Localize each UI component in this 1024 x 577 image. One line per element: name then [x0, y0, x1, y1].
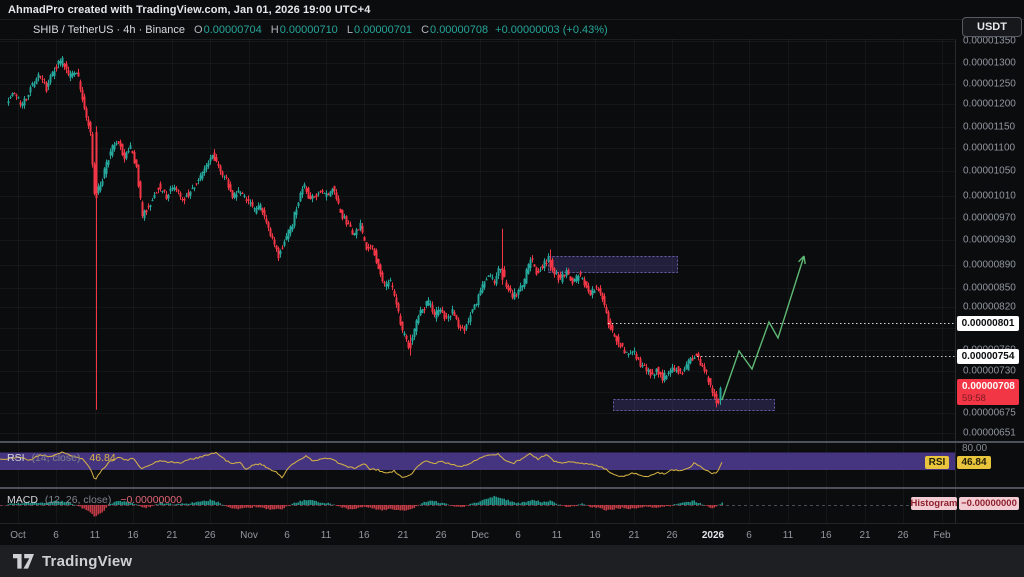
attribution-text: AhmadPro created with TradingView.com, J… — [8, 3, 371, 16]
close-value: 0.00000708 — [430, 23, 489, 36]
price-tick-label: 0.00001300 — [963, 57, 1016, 69]
rsi-axis-badge: RSI — [925, 456, 949, 469]
price-level-flag-801: 0.00000801 — [957, 316, 1019, 331]
time-tick-label: 16 — [589, 530, 601, 541]
price-tick-label: 0.00000651 — [963, 427, 1016, 439]
price-tick-label: 0.00001010 — [963, 190, 1016, 202]
time-tick-label: 26 — [204, 530, 216, 541]
macd-title: MACD — [7, 494, 38, 506]
time-tick-label: 6 — [53, 530, 59, 541]
time-tick-label: 16 — [820, 530, 832, 541]
time-tick-label: 6 — [746, 530, 752, 541]
rsi-title: RSI — [7, 452, 25, 464]
price-level-flag-754-text: 0.00000754 — [961, 351, 1015, 362]
time-scale[interactable]: Oct 6 11 16 21 26 Nov 6 11 16 21 26 Dec 6 11 16 21 26 2026… — [0, 523, 1024, 546]
rsi-value: 46.84 — [89, 452, 116, 464]
symbol-title[interactable]: SHIB / TetherUS · 4h · Binance — [33, 23, 186, 36]
tradingview-brand-text[interactable]: TradingView — [42, 552, 133, 570]
price-chart-canvas[interactable] — [0, 0, 955, 545]
price-tick-label: 0.00000850 — [963, 282, 1016, 294]
high-label: H — [270, 23, 279, 36]
attribution-bar: AhmadPro created with TradingView.com, J… — [0, 0, 1024, 20]
price-tick-label: 0.00000820 — [963, 301, 1016, 313]
time-tick-label: 11 — [551, 530, 563, 541]
time-tick-label: 11 — [320, 530, 332, 541]
rsi-value-badge-text: 46.84 — [961, 457, 987, 468]
time-tick-label: 16 — [358, 530, 370, 541]
rsi-upper-bound-label: 80.00 — [962, 443, 988, 454]
macd-params: (12, 26, close) — [44, 494, 112, 506]
pane-separator-macd[interactable] — [0, 487, 1024, 489]
close-label: C — [421, 23, 430, 36]
price-level-flag-754: 0.00000754 — [957, 349, 1019, 364]
time-tick-label: 26 — [435, 530, 447, 541]
time-tick-label: 6 — [284, 530, 290, 541]
pane-separator-rsi[interactable] — [0, 441, 1024, 443]
rsi-params: (14, close) — [31, 452, 81, 464]
time-tick-label: 21 — [397, 530, 409, 541]
low-value: 0.00000701 — [353, 23, 413, 36]
open-value: 0.00000704 — [203, 23, 262, 36]
price-tick-label: 0.00000730 — [963, 365, 1016, 377]
time-tick-label: 6 — [515, 530, 521, 541]
macd-value: −0.00000000 — [120, 494, 182, 506]
macd-histogram-badge-text: Histogram — [910, 498, 958, 509]
time-tick-label: Oct — [10, 530, 26, 541]
symbol-legend[interactable]: SHIB / TetherUS · 4h · Binance O 0.00000… — [0, 20, 954, 40]
price-tick-label: 0.00001200 — [963, 98, 1016, 110]
macd-histogram-badge: Histogram — [910, 497, 958, 510]
price-tick-label: 0.00001350 — [963, 35, 1016, 47]
price-tick-label: 0.00000970 — [963, 212, 1016, 224]
last-price-flag: 0.00000708 59:58 — [957, 379, 1019, 405]
price-tick-label: 0.00000930 — [963, 234, 1016, 246]
time-tick-label: 21 — [859, 530, 871, 541]
time-tick-label: 2026 — [701, 530, 725, 541]
rsi-axis-badge-text: RSI — [928, 457, 946, 468]
macd-value-badge-text: −0.00000000 — [961, 498, 1017, 509]
time-tick-label: 26 — [666, 530, 678, 541]
currency-toggle-button[interactable]: USDT — [962, 17, 1022, 37]
time-tick-label: 16 — [127, 530, 139, 541]
rsi-legend[interactable]: RSI (14, close) 46.84 — [7, 452, 116, 464]
bar-countdown: 59:58 — [962, 392, 986, 404]
price-tick-label: 0.00001100 — [963, 142, 1016, 154]
time-tick-label: 11 — [89, 530, 101, 541]
time-tick-label: 11 — [782, 530, 794, 541]
time-tick-label: Nov — [240, 530, 258, 541]
price-tick-label: 0.00001250 — [963, 78, 1016, 90]
macd-value-badge: −0.00000000 — [959, 497, 1019, 510]
price-tick-label: 0.00001150 — [963, 121, 1016, 133]
time-tick-label: Feb — [933, 530, 951, 541]
footer-bar: TradingView — [0, 545, 1024, 577]
price-tick-label: 0.00000890 — [963, 259, 1016, 271]
last-price-value: 0.00000708 — [962, 380, 1015, 392]
tradingview-logo-icon[interactable] — [13, 553, 34, 569]
time-tick-label: 26 — [897, 530, 909, 541]
price-tick-label: 0.00001050 — [963, 165, 1016, 177]
high-value: 0.00000710 — [279, 23, 338, 36]
change-value: +0.00000003 (+0.43%) — [495, 23, 608, 36]
time-tick-label: Dec — [471, 530, 489, 541]
rsi-value-badge: 46.84 — [957, 456, 991, 469]
price-level-flag-801-text: 0.00000801 — [961, 318, 1015, 329]
time-tick-label: 21 — [166, 530, 178, 541]
macd-legend[interactable]: MACD (12, 26, close) −0.00000000 — [7, 494, 182, 506]
time-tick-label: 21 — [628, 530, 640, 541]
price-tick-label: 0.00000675 — [963, 407, 1016, 419]
low-label: L — [346, 23, 353, 36]
open-label: O — [194, 23, 203, 36]
